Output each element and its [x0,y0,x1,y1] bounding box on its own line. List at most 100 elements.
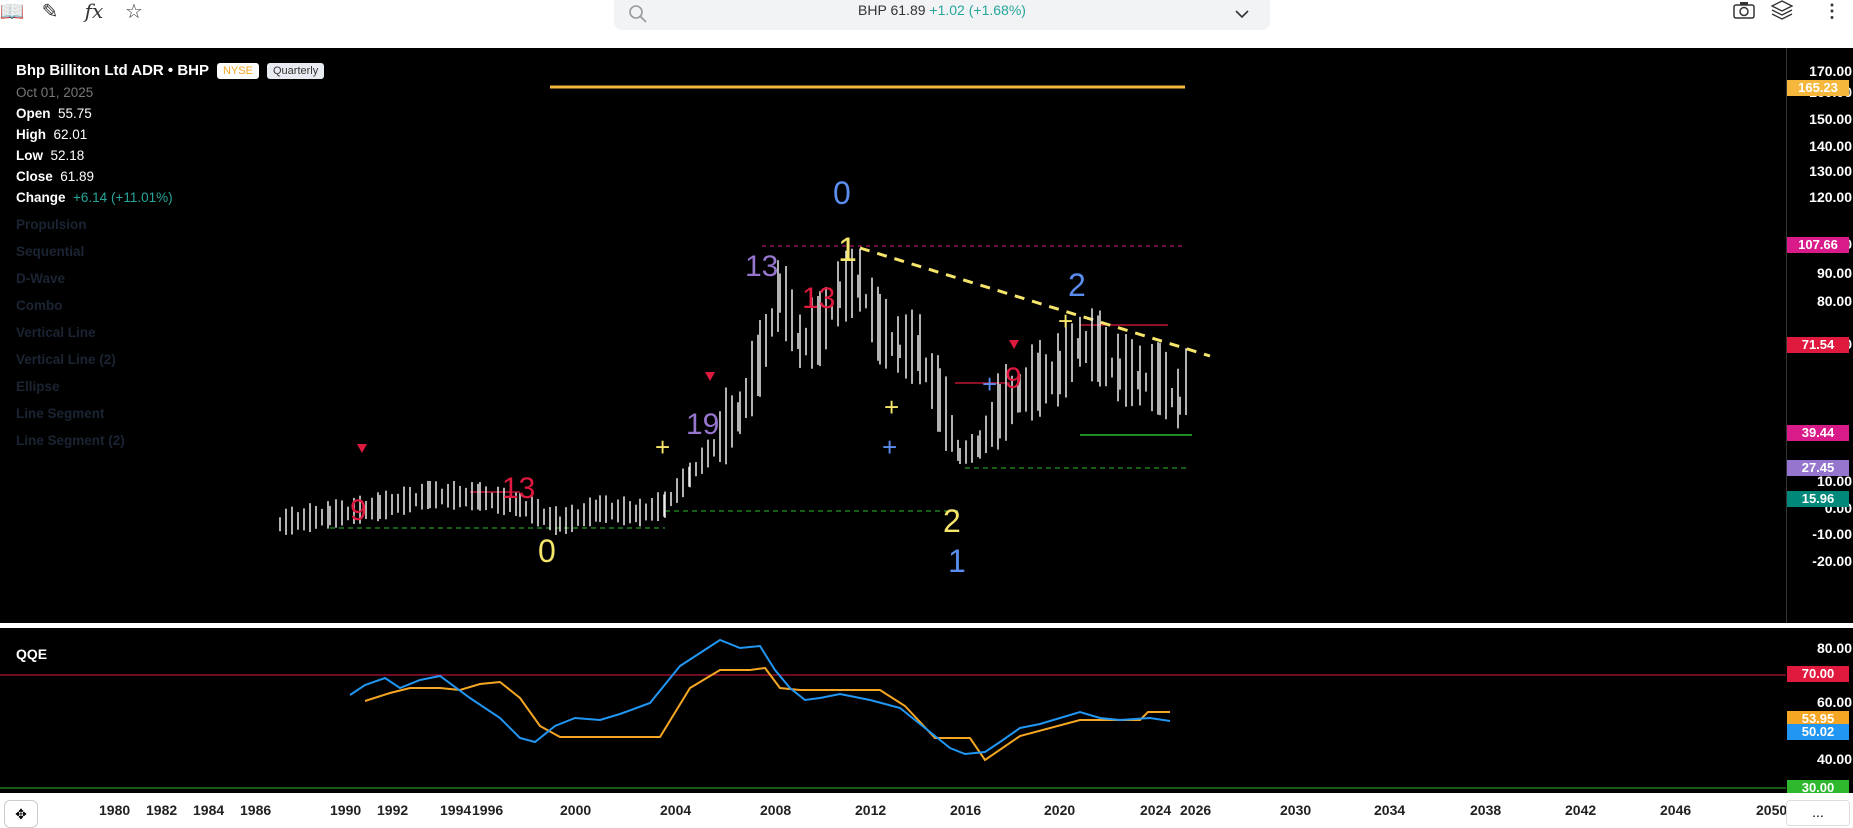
time-axis-label: 2024 [1140,802,1172,818]
ticker-symbol: BHP [858,2,887,18]
signal-arrow-icon [1009,340,1019,349]
indicator-item[interactable]: Ellipse [16,379,60,394]
time-axis-label: 2016 [950,802,982,818]
high-value: 62.01 [53,127,88,142]
function-icon[interactable]: fx [84,0,104,23]
change-label: Change [16,190,66,205]
price-tag: 39.44 [1787,425,1849,441]
price-axis-label: -20.00 [1812,553,1852,569]
time-axis-label: 2046 [1660,802,1692,818]
search-icon [629,5,647,23]
qqe-slow-line [364,666,1170,762]
star-icon[interactable]: ☆ [125,0,143,23]
low-value: 52.18 [50,148,85,163]
pane-separator[interactable] [0,623,1853,628]
close-label: Close [16,169,53,184]
high-label: High [16,127,46,142]
bar-date: Oct 01, 2025 [16,85,94,100]
open-label: Open [16,106,51,121]
indicator-item[interactable]: D-Wave [16,271,66,286]
count-label: 13 [502,472,535,505]
price-tag: 27.45 [1787,460,1849,476]
time-axis-label: 1992 [377,802,409,818]
wave-label: 1 [838,231,857,269]
price-axis-label: 150.00 [1809,111,1852,127]
symbol-name: Bhp Billiton Ltd ADR • BHP [16,62,210,79]
ticker-change: +1.02 [929,2,965,18]
time-axis-label: 1982 [146,802,178,818]
interval-badge[interactable]: Quarterly [266,62,325,79]
price-chart[interactable]: 0 1 2 0 2 1 13 13 13 9 9 19 + + + + + [0,48,1786,623]
time-axis-label: 2026 [1180,802,1212,818]
time-axis-label: 1990 [330,802,362,818]
price-axis-label: 80.00 [1816,293,1852,309]
wave-label: 2 [943,503,961,539]
more-button[interactable]: ... [1786,800,1850,826]
price-axis-label: 120.00 [1809,189,1852,205]
plus-marker: + [982,369,997,399]
qqe-axis-label: 80.00 [1816,640,1852,656]
open-row: Open 55.75 [16,106,324,121]
book-icon[interactable]: 📖 [0,0,25,23]
time-axis-label: 2008 [760,802,792,818]
axis-divider [1786,48,1787,793]
indicator-item[interactable]: Vertical Line [16,325,96,340]
indicator-item[interactable]: Line Segment [16,406,105,421]
qqe-tag: 50.02 [1787,724,1849,740]
trendline [859,246,1211,358]
low-row: Low 52.18 [16,148,324,163]
symbol-search[interactable]: BHP 61.89 +1.02 (+1.68%) [614,0,1270,30]
open-value: 55.75 [58,106,92,121]
time-axis[interactable] [0,793,1853,828]
price-axis-label: 170.00 [1809,63,1852,79]
count-label: 9 [350,494,367,527]
exchange-badge[interactable]: NYSE [217,62,259,79]
price-axis-label: -10.00 [1812,526,1852,542]
plus-marker: + [1058,306,1073,336]
pan-button[interactable]: ✥ [4,800,38,828]
signal-arrow-icon [705,372,715,381]
wave-label: 1 [948,543,966,579]
indicator-list: Propulsion Sequential D-Wave Combo Vertical … [16,217,324,448]
price-tag: 71.54 [1787,337,1849,353]
indicator-item[interactable]: Sequential [16,244,85,259]
more-vert-icon[interactable]: ⋮ [1823,0,1841,21]
layers-icon[interactable] [1771,0,1793,20]
high-row: High 62.01 [16,127,324,142]
qqe-axis[interactable] [1786,628,1853,793]
top-toolbar: 📖 ✎ fx ☆ BHP 61.89 +1.02 (+1.68%) ⋮ [0,0,1853,40]
time-axis-label: 2042 [1565,802,1597,818]
camera-icon[interactable] [1733,1,1755,19]
change-row: Change +6.14 (+11.01%) [16,190,324,205]
qqe-tag: 70.00 [1787,666,1849,682]
chevron-down-icon[interactable] [1234,6,1250,22]
indicator-item[interactable]: Combo [16,298,63,313]
time-axis-label: 1996 [472,802,504,818]
indicator-item[interactable]: Vertical Line (2) [16,352,116,367]
time-axis-label: 1980 [99,802,131,818]
plus-marker: + [884,392,899,422]
plus-marker: + [882,432,897,462]
price-bars [279,248,1187,535]
qqe-pane[interactable] [0,628,1786,793]
qqe-tag: 53.95 [1787,711,1849,727]
price-tag: 165.23 [1787,80,1849,96]
time-axis-label: 2000 [560,802,592,818]
indicator-item[interactable]: Propulsion [16,217,87,232]
count-label: 13 [745,250,778,283]
qqe-axis-label: 40.00 [1816,751,1852,767]
low-label: Low [16,148,43,163]
plus-marker: + [655,432,670,462]
time-axis-label: 2030 [1280,802,1312,818]
time-axis-label: 2034 [1374,802,1406,818]
time-axis-label: 1986 [240,802,272,818]
price-axis[interactable] [1786,48,1853,623]
pencil-icon[interactable]: ✎ [41,0,59,23]
qqe-tag: 30.00 [1787,780,1849,796]
ticker-summary: BHP 61.89 +1.02 (+1.68%) [614,2,1270,18]
time-axis-label: 1984 [193,802,225,818]
indicator-item[interactable]: Line Segment (2) [16,433,125,448]
ticker-change-pct: (+1.68%) [968,2,1026,18]
qqe-axis-label: 60.00 [1816,694,1852,710]
qqe-fast-line [349,638,1171,756]
